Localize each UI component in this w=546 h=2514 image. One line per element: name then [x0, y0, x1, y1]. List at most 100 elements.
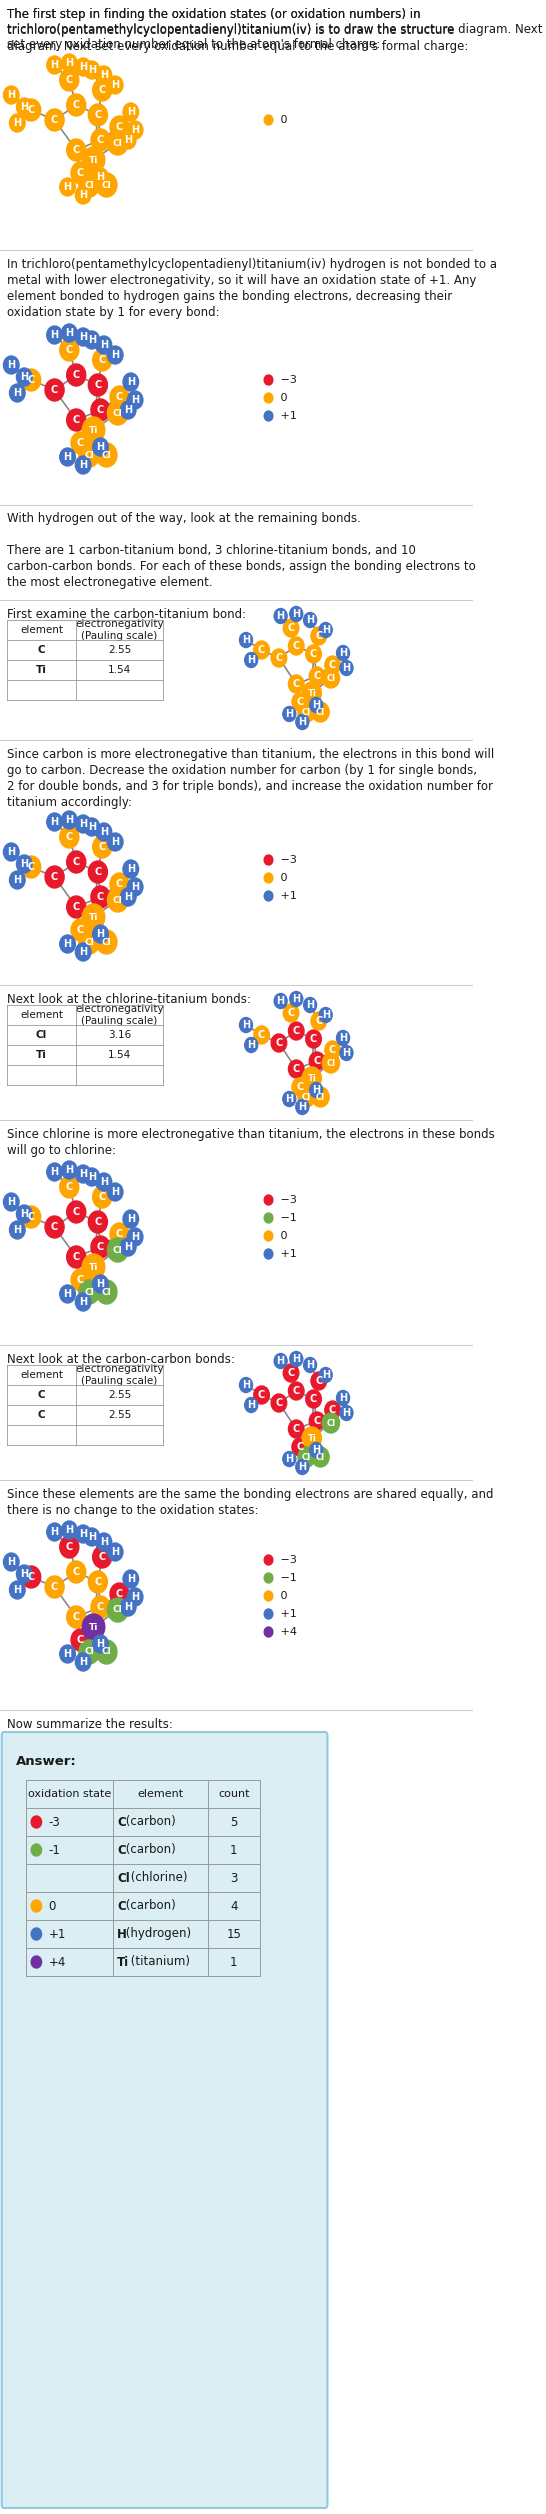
Circle shape [127, 121, 143, 138]
Circle shape [288, 1023, 304, 1041]
Circle shape [93, 925, 108, 943]
Text: H: H [131, 1591, 139, 1601]
Circle shape [310, 696, 323, 711]
Text: H: H [298, 1463, 306, 1473]
Text: C: C [116, 1229, 123, 1239]
Text: +1: +1 [277, 410, 297, 420]
Circle shape [312, 1448, 329, 1468]
Text: element: element [137, 1790, 183, 1800]
Circle shape [306, 1390, 322, 1408]
Text: H: H [339, 1033, 347, 1043]
Circle shape [60, 447, 75, 465]
Circle shape [79, 173, 99, 196]
Circle shape [47, 1523, 62, 1541]
Circle shape [121, 1599, 136, 1617]
Text: C: C [51, 872, 58, 882]
Circle shape [274, 608, 287, 623]
Text: −3: −3 [277, 1556, 297, 1566]
Circle shape [16, 1566, 32, 1584]
Circle shape [60, 68, 79, 91]
Text: C: C [296, 1443, 304, 1453]
Circle shape [127, 1227, 143, 1247]
Circle shape [75, 1292, 91, 1310]
Text: H: H [298, 716, 306, 727]
Text: −3: −3 [277, 1194, 297, 1204]
Text: C: C [27, 862, 35, 872]
Circle shape [271, 1033, 287, 1051]
Circle shape [60, 1536, 79, 1559]
Text: −1: −1 [277, 1574, 297, 1584]
Circle shape [71, 161, 90, 184]
Text: C: C [38, 1410, 45, 1420]
Circle shape [96, 822, 112, 842]
Circle shape [245, 654, 258, 669]
Circle shape [62, 1521, 77, 1539]
Text: electronegativity
(Pauling scale): electronegativity (Pauling scale) [75, 618, 164, 641]
Text: H: H [100, 70, 108, 80]
Circle shape [79, 1280, 99, 1305]
Text: (chlorine): (chlorine) [127, 1870, 188, 1886]
Circle shape [22, 1566, 41, 1589]
Text: 0: 0 [277, 392, 288, 402]
Text: H: H [124, 136, 132, 146]
Text: H: H [306, 616, 314, 626]
Circle shape [240, 634, 252, 649]
Text: H: H [65, 58, 73, 68]
Text: H: H [97, 171, 104, 181]
Circle shape [71, 432, 90, 455]
Circle shape [75, 186, 91, 204]
Circle shape [96, 337, 112, 354]
Circle shape [47, 55, 62, 73]
Circle shape [31, 1928, 41, 1941]
Circle shape [108, 1237, 128, 1262]
Text: H: H [127, 865, 135, 875]
Text: H: H [100, 827, 108, 837]
Text: C: C [310, 649, 317, 659]
Text: element: element [20, 1370, 63, 1380]
Circle shape [264, 410, 273, 420]
Text: H: H [20, 372, 28, 382]
Text: C: C [73, 1611, 80, 1622]
Text: C: C [116, 880, 123, 890]
Text: H: H [13, 875, 21, 885]
Circle shape [9, 385, 25, 402]
Circle shape [325, 1041, 340, 1058]
Circle shape [91, 128, 110, 151]
Circle shape [93, 837, 112, 857]
Circle shape [22, 370, 41, 392]
Circle shape [96, 173, 117, 196]
Circle shape [93, 78, 112, 101]
Text: +1: +1 [277, 890, 297, 900]
Text: Cl: Cl [327, 1058, 335, 1068]
Circle shape [93, 1546, 112, 1569]
Text: H: H [88, 822, 96, 832]
Text: H: H [88, 334, 96, 344]
Text: C: C [73, 1566, 80, 1576]
Text: Ti: Ti [117, 1956, 129, 1968]
Text: H: H [65, 327, 73, 337]
Text: Cl: Cl [84, 938, 94, 945]
Circle shape [340, 1405, 353, 1420]
Circle shape [312, 1086, 329, 1106]
Circle shape [60, 178, 75, 196]
Circle shape [62, 812, 77, 830]
Text: electronegativity
(Pauling scale): electronegativity (Pauling scale) [75, 1365, 164, 1385]
Circle shape [84, 60, 99, 78]
Text: Ti: Ti [307, 689, 316, 696]
Text: -1: -1 [49, 1843, 61, 1855]
Circle shape [16, 1204, 32, 1222]
Text: H: H [79, 332, 87, 342]
Text: C: C [329, 1046, 336, 1056]
Circle shape [96, 1174, 112, 1192]
Text: H: H [51, 1166, 58, 1177]
Circle shape [67, 1247, 86, 1267]
Text: H: H [7, 1197, 15, 1207]
Text: Cl: Cl [113, 895, 123, 905]
Text: Cl: Cl [84, 181, 94, 189]
Text: C: C [117, 1901, 126, 1913]
Text: H: H [312, 699, 320, 709]
Text: H: H [51, 329, 58, 339]
Text: C: C [310, 1033, 317, 1043]
Text: 5: 5 [230, 1815, 238, 1828]
Text: Since carbon is more electronegative than titanium, the electrons in this bond w: Since carbon is more electronegative tha… [7, 749, 494, 762]
